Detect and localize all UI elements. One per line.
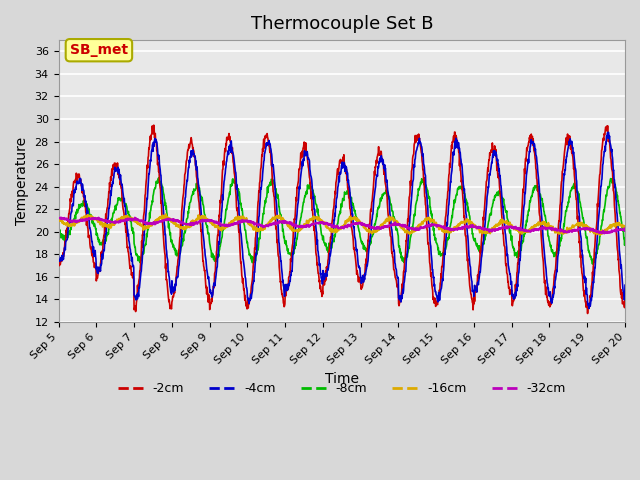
X-axis label: Time: Time — [324, 372, 359, 385]
Y-axis label: Temperature: Temperature — [15, 137, 29, 225]
Text: SB_met: SB_met — [70, 43, 128, 57]
Title: Thermocouple Set B: Thermocouple Set B — [250, 15, 433, 33]
Legend: -2cm, -4cm, -8cm, -16cm, -32cm: -2cm, -4cm, -8cm, -16cm, -32cm — [113, 377, 571, 400]
